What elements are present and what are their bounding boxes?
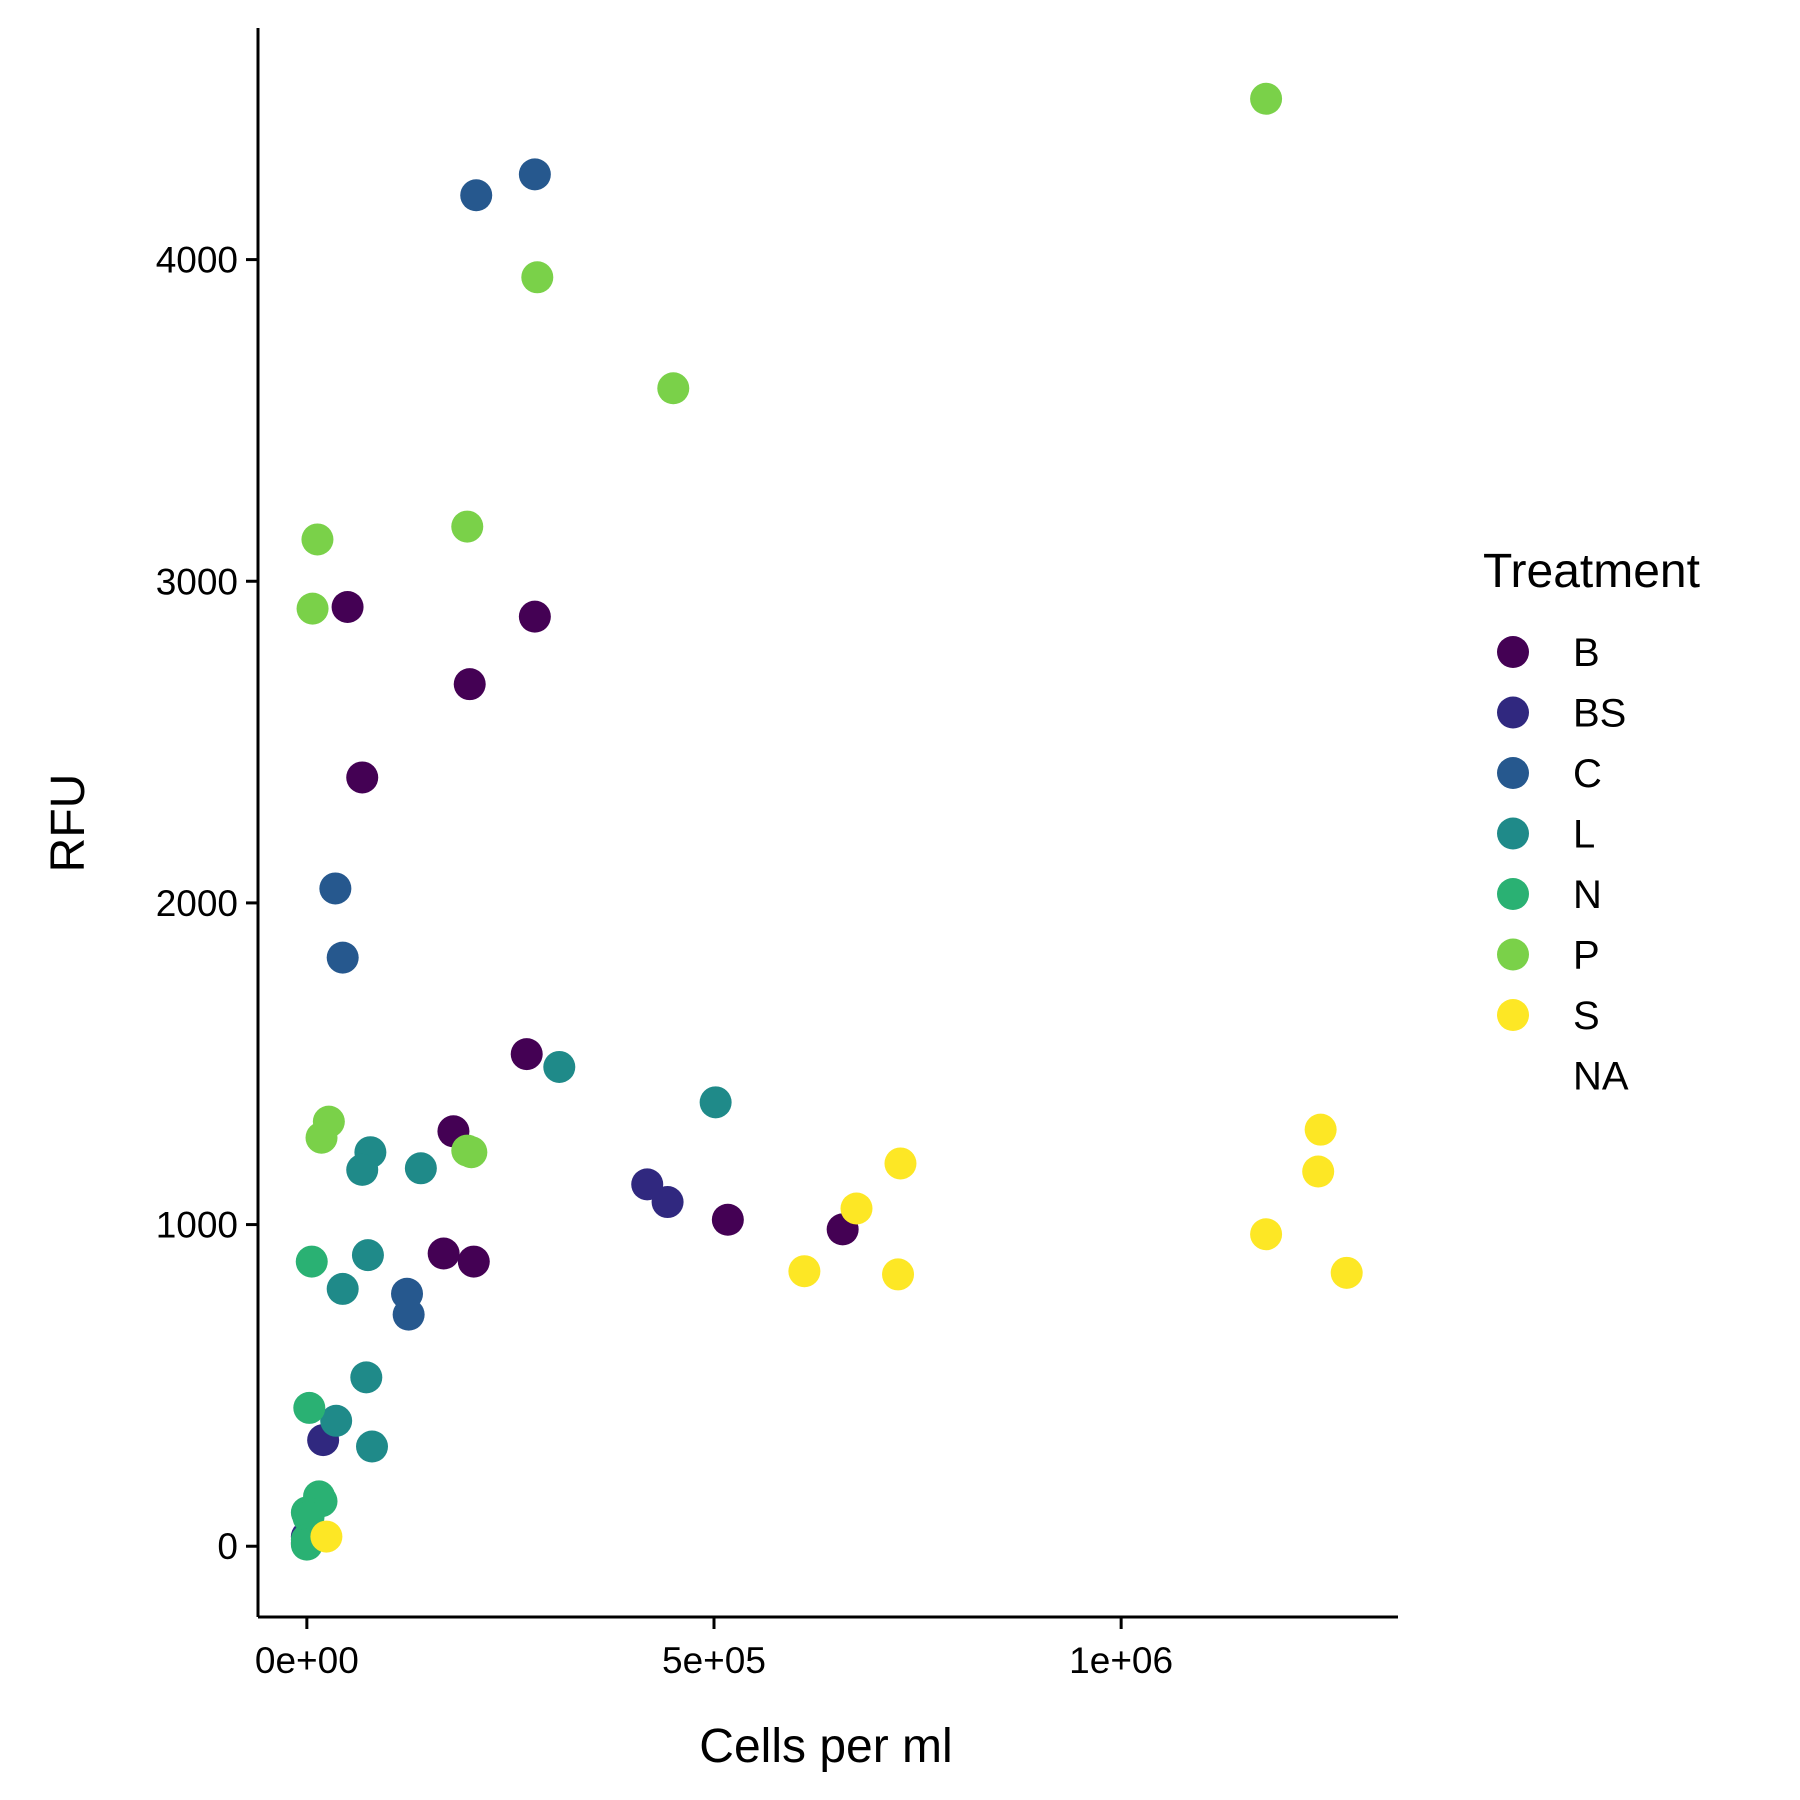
data-point-s xyxy=(884,1147,917,1180)
data-point-p xyxy=(296,592,329,625)
legend-title: Treatment xyxy=(1483,545,1700,598)
data-point-p xyxy=(301,523,334,556)
data-point-b xyxy=(510,1038,543,1071)
data-point-l xyxy=(404,1152,437,1185)
data-point-l xyxy=(326,1272,359,1305)
y-tick-label: 2000 xyxy=(156,883,238,924)
data-point-b xyxy=(457,1245,490,1278)
y-tick-label: 1000 xyxy=(156,1205,238,1246)
data-point-s xyxy=(310,1520,343,1553)
data-point-l xyxy=(320,1404,353,1437)
points-layer xyxy=(290,82,1363,1561)
data-point-l xyxy=(543,1050,576,1083)
data-point-bs xyxy=(651,1186,684,1219)
data-point-s xyxy=(1302,1155,1335,1188)
x-tick-label: 5e+05 xyxy=(662,1640,766,1681)
legend-label-l: L xyxy=(1573,813,1595,857)
data-point-c xyxy=(319,872,352,905)
legend-label-p: P xyxy=(1573,934,1600,978)
data-point-n xyxy=(293,1391,326,1424)
data-point-c xyxy=(518,158,551,191)
data-point-l xyxy=(350,1361,383,1394)
legend-key-c xyxy=(1497,757,1529,789)
data-point-c xyxy=(326,941,359,974)
data-point-n xyxy=(295,1245,328,1278)
data-point-p xyxy=(455,1136,488,1169)
legend-label-bs: BS xyxy=(1573,692,1626,736)
data-point-s xyxy=(882,1258,915,1291)
data-point-l xyxy=(699,1086,732,1119)
data-point-l xyxy=(346,1153,379,1186)
data-point-l xyxy=(356,1430,388,1463)
data-point-p xyxy=(451,510,484,543)
data-point-p xyxy=(521,261,554,294)
legend-label-b: B xyxy=(1573,631,1600,675)
y-tick-label: 0 xyxy=(217,1526,238,1567)
legend-key-bs xyxy=(1497,696,1529,729)
data-point-p xyxy=(657,372,690,405)
data-point-b xyxy=(518,600,551,633)
legend-label-na: NA xyxy=(1573,1055,1629,1099)
data-point-p xyxy=(1250,82,1283,115)
legend-key-p xyxy=(1497,938,1529,971)
x-axis-ticks: 0e+00 5e+05 1e+06 xyxy=(255,1617,1173,1681)
data-point-s xyxy=(1330,1256,1363,1289)
legend-label-c: C xyxy=(1573,752,1602,796)
data-point-b xyxy=(427,1237,460,1270)
legend-key-n xyxy=(1497,878,1529,910)
data-point-s xyxy=(1250,1218,1283,1251)
legend-key-b xyxy=(1497,636,1529,668)
legend-label-s: S xyxy=(1573,994,1600,1038)
y-tick-label: 4000 xyxy=(156,240,238,281)
legend-key-l xyxy=(1497,817,1529,850)
data-point-s xyxy=(840,1192,873,1225)
data-point-l xyxy=(351,1239,384,1272)
y-axis-ticks: 0 1000 2000 3000 4000 xyxy=(156,240,258,1567)
y-tick-label: 3000 xyxy=(156,561,238,602)
y-axis-title: RFU xyxy=(42,774,95,873)
data-point-c xyxy=(460,179,493,212)
data-point-c xyxy=(392,1298,425,1331)
data-point-b xyxy=(711,1203,744,1236)
legend-key-s xyxy=(1497,999,1529,1031)
data-point-b xyxy=(331,590,364,623)
x-tick-label: 0e+00 xyxy=(255,1640,359,1681)
legend-label-n: N xyxy=(1573,873,1602,917)
data-point-b xyxy=(346,761,379,794)
data-point-s xyxy=(1304,1113,1337,1146)
data-point-s xyxy=(788,1255,821,1288)
x-axis-title: Cells per ml xyxy=(699,1720,952,1773)
data-point-p xyxy=(305,1121,338,1154)
x-tick-label: 1e+06 xyxy=(1069,1640,1173,1681)
data-point-b xyxy=(453,668,486,701)
